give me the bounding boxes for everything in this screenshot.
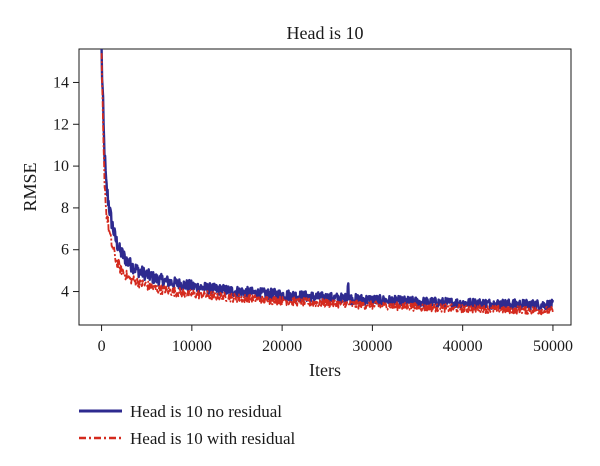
series-layer (100, 49, 555, 316)
y-tick-label: 10 (53, 158, 69, 175)
plot-frame (78, 48, 572, 326)
y-tick-label: 12 (53, 116, 69, 133)
x-tick-label: 10000 (172, 338, 212, 355)
x-tick-label: 30000 (352, 338, 392, 355)
x-tick-label: 20000 (262, 338, 302, 355)
x-axis-label: Iters (309, 360, 341, 380)
y-axis: 4 6 8 10 12 14 (53, 74, 79, 301)
y-tick-label: 4 (61, 284, 69, 301)
series-line-with-residual (100, 53, 554, 316)
chart-title: Head is 10 (287, 23, 364, 43)
x-axis: 0 10000 20000 30000 40000 50000 (98, 325, 573, 355)
legend-label-no-residual: Head is 10 no residual (130, 402, 282, 421)
y-tick-label: 8 (61, 200, 69, 217)
legend: Head is 10 no residual Head is 10 with r… (79, 402, 296, 448)
x-tick-label: 40000 (443, 338, 483, 355)
y-tick-label: 6 (61, 242, 69, 259)
x-tick-label: 50000 (533, 338, 573, 355)
legend-label-with-residual: Head is 10 with residual (130, 429, 296, 448)
y-axis-label: RMSE (20, 162, 40, 211)
y-tick-label: 14 (53, 74, 69, 91)
series-line-no-residual (100, 49, 555, 311)
x-tick-label: 0 (98, 338, 106, 355)
